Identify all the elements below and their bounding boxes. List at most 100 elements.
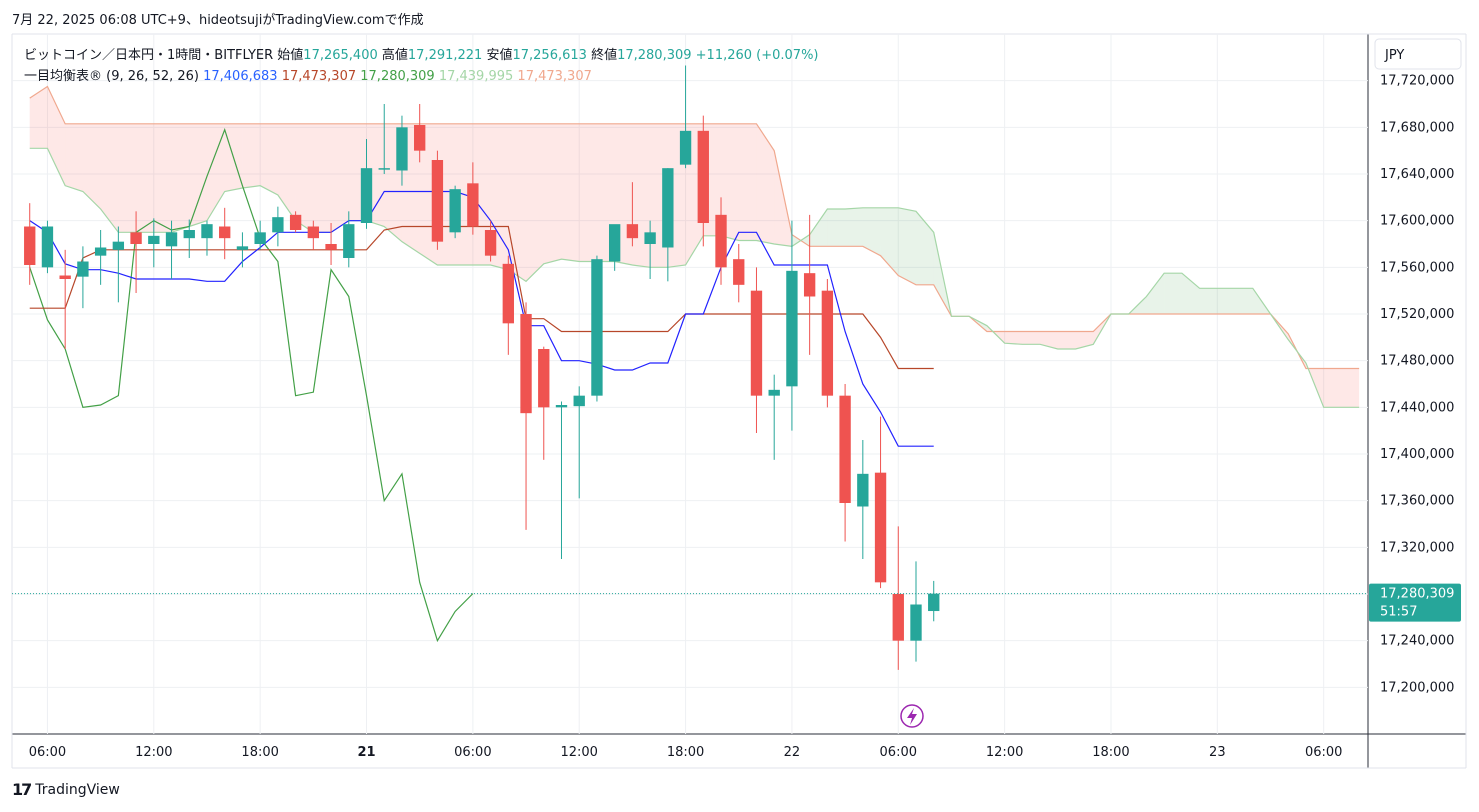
y-tick-label: 17,720,000 xyxy=(1380,74,1454,89)
x-tick-label: 21 xyxy=(357,745,375,760)
kumo-cloud-bullish xyxy=(1235,288,1253,314)
kumo-cloud-bullish xyxy=(1146,273,1165,314)
kumo-cloud-bearish xyxy=(1075,331,1094,349)
candle-up xyxy=(573,395,585,407)
kumo-cloud-bullish xyxy=(1164,273,1182,314)
x-tick-label: 06:00 xyxy=(454,745,491,760)
kumo-cloud-bullish xyxy=(1181,273,1200,314)
kumo-cloud-bearish xyxy=(82,123,101,209)
kumo-cloud-bearish xyxy=(171,123,190,233)
candle-up xyxy=(236,246,249,250)
kumo-cloud-bearish xyxy=(1004,331,1023,345)
kumo-cloud-bearish xyxy=(561,123,580,262)
x-tick-label: 06:00 xyxy=(1305,745,1342,760)
y-tick-label: 17,520,000 xyxy=(1380,307,1454,322)
candle-down xyxy=(839,395,851,503)
tradingview-logo-text: TradingView xyxy=(35,781,120,798)
candle-up xyxy=(608,224,621,262)
candle-up xyxy=(857,473,869,507)
candle-up xyxy=(662,168,674,248)
candle-down xyxy=(697,130,709,223)
kumo-cloud-bearish xyxy=(136,123,154,233)
legend-ohlc-label: 安値 xyxy=(486,47,512,63)
x-tick-label: 06:00 xyxy=(29,745,66,760)
candle-up xyxy=(77,261,89,277)
legend-ohlc: ビットコイン／日本円・1時間・BITFLYER 始値17,265,400 高値1… xyxy=(24,47,819,63)
last-price-tag[interactable]: 17,280,309 51:57 xyxy=(1369,583,1461,622)
kumo-cloud-bearish xyxy=(756,123,775,244)
candle-up xyxy=(272,217,284,233)
y-tick-label: 17,240,000 xyxy=(1380,634,1454,649)
kumo-cloud-bearish xyxy=(47,86,66,186)
x-tick-label: 18:00 xyxy=(1092,745,1129,760)
kumo-cloud-bearish xyxy=(1057,331,1076,349)
currency-button[interactable]: JPY xyxy=(1374,38,1462,70)
candle-up xyxy=(378,168,390,170)
kumo-cloud-bullish xyxy=(862,207,881,256)
kumo-cloud-bearish xyxy=(118,123,137,233)
x-tick-label: 23 xyxy=(1209,745,1226,760)
candle-up xyxy=(768,389,780,396)
legend-ohlc-value: 17,265,400 xyxy=(303,48,382,63)
kumo-cloud-bearish xyxy=(721,123,739,241)
candle-up xyxy=(555,405,568,408)
candle-up xyxy=(41,226,54,268)
legend-ohlc-label: 終値 xyxy=(591,47,617,63)
tradingview-logo[interactable]: 17 TradingView xyxy=(12,780,120,799)
y-tick-label: 17,320,000 xyxy=(1380,540,1454,555)
y-tick-label: 17,560,000 xyxy=(1380,260,1454,275)
kumo-cloud-bearish xyxy=(526,123,544,282)
kumo-cloud-bullish xyxy=(809,209,828,247)
senkou-span-b-line xyxy=(29,85,1360,370)
candle-down xyxy=(307,226,320,239)
candle-down xyxy=(325,244,337,250)
candle-up xyxy=(910,604,922,641)
kumo-cloud-bullish xyxy=(827,209,846,247)
y-tick-label: 17,640,000 xyxy=(1380,167,1454,182)
candle-up xyxy=(449,189,461,233)
candle-up xyxy=(183,230,195,239)
candle-up xyxy=(112,241,125,250)
candle-down xyxy=(414,125,426,151)
kumo-cloud-bearish xyxy=(1040,331,1058,349)
kumo-cloud-bearish xyxy=(295,123,314,233)
kumo-cloud-bearish xyxy=(206,123,225,221)
legend-indicator-name: 一目均衡表® (9, 26, 52, 26) xyxy=(24,69,203,84)
y-tick-label: 17,400,000 xyxy=(1380,447,1454,462)
kumo-cloud-bearish xyxy=(738,123,757,241)
currency-button-label: JPY xyxy=(1384,48,1404,63)
kumo-cloud-bearish xyxy=(277,123,296,221)
last-price-value: 17,280,309 xyxy=(1380,587,1454,602)
candle-up xyxy=(254,232,266,244)
candle-up xyxy=(201,224,213,239)
kumo-cloud-bearish xyxy=(1341,368,1360,408)
candle-down xyxy=(219,226,231,239)
kumo-cloud-bearish xyxy=(472,123,491,265)
kumo-cloud-bullish xyxy=(1199,288,1218,314)
kumo-cloud-bearish xyxy=(313,123,332,233)
event-marker-icon[interactable] xyxy=(900,704,924,728)
lightning-icon xyxy=(907,708,917,725)
legend-indicator-value: 17,473,307 xyxy=(517,69,591,84)
tenkan-sen-line xyxy=(29,190,934,447)
y-tick-label: 17,440,000 xyxy=(1380,400,1454,415)
kumo-cloud-bearish xyxy=(1022,331,1041,345)
candle-up xyxy=(360,168,373,223)
kumo-cloud-bearish xyxy=(508,123,527,282)
candle-down xyxy=(520,314,532,414)
x-tick-label: 12:00 xyxy=(986,745,1023,760)
candle-up xyxy=(165,232,178,247)
candle-down xyxy=(803,273,816,297)
candle-up xyxy=(94,247,107,256)
kumo-cloud-bearish xyxy=(579,123,597,262)
y-tick-label: 17,200,000 xyxy=(1380,680,1454,695)
kumo-cloud-bearish xyxy=(331,123,349,233)
candle-up xyxy=(591,259,603,396)
candle-down xyxy=(626,224,639,239)
chikou-span-line xyxy=(29,127,474,643)
x-tick-label: 06:00 xyxy=(880,745,917,760)
senkou-span-a-line xyxy=(29,147,1360,408)
candle-up xyxy=(396,127,408,171)
kumo-cloud-bearish xyxy=(29,86,48,149)
